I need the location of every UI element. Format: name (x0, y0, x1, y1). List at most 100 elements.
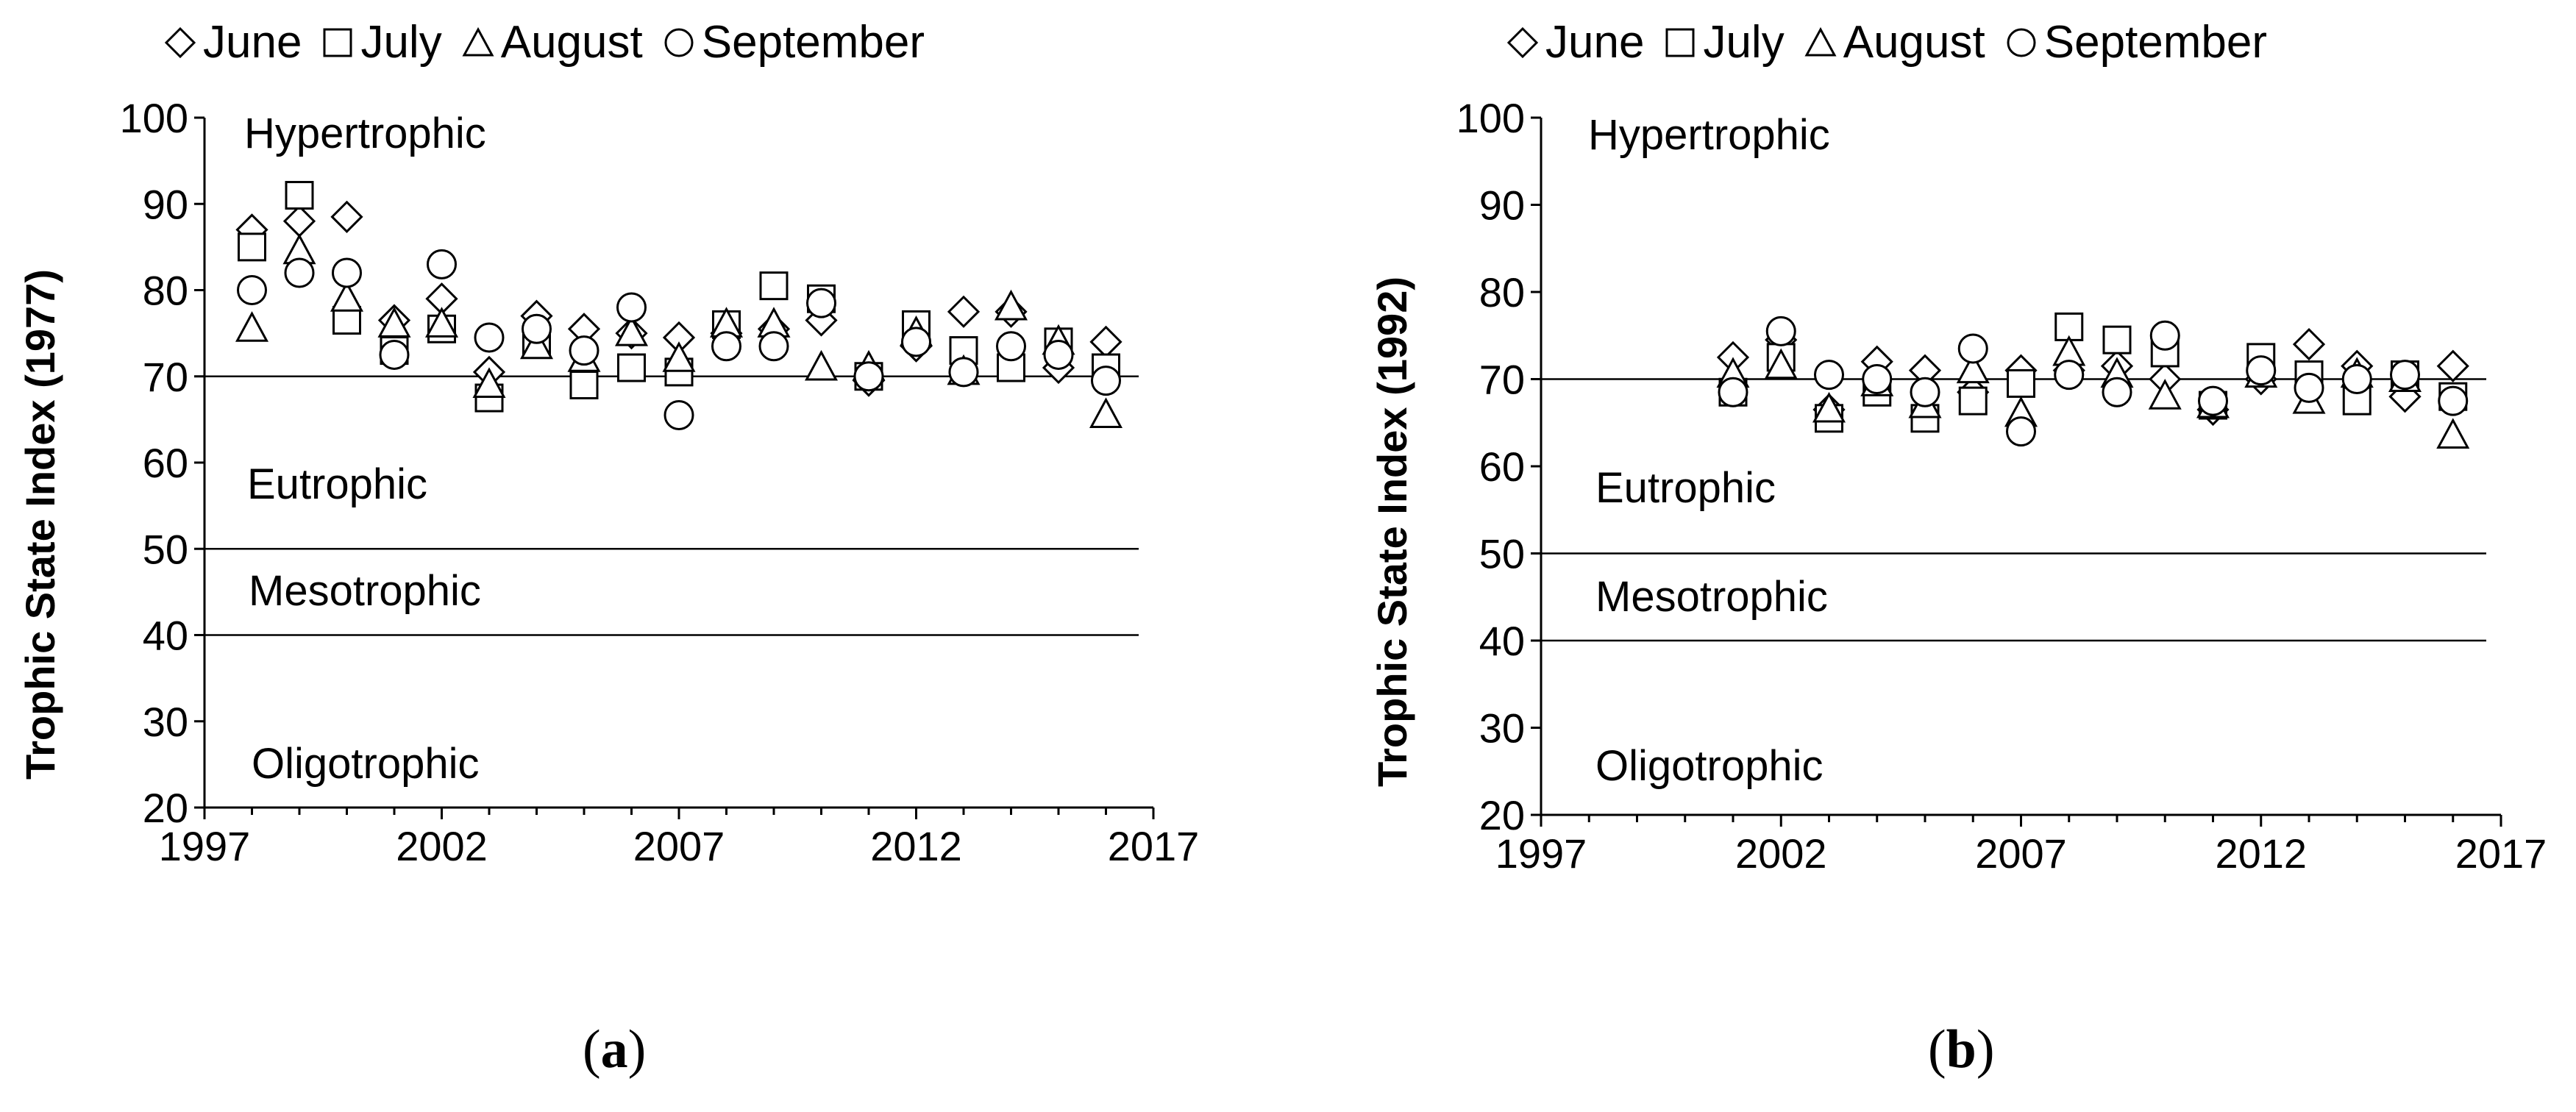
data-point-september (711, 331, 741, 362)
zone-mesotrophic: Mesotrophic (1595, 573, 1828, 621)
data-point-august (1764, 348, 1798, 379)
data-point-september (1862, 364, 1893, 394)
data-point-august (2436, 418, 2470, 449)
data-point-september (2054, 360, 2085, 391)
data-point-august (1812, 391, 1846, 423)
data-point-september (2198, 385, 2228, 416)
data-point-september (2246, 355, 2277, 386)
y-tick-label: 40 (1479, 618, 1525, 664)
data-point-september (379, 339, 410, 370)
data-point-june (330, 200, 363, 233)
data-point-september (853, 361, 884, 392)
data-point-september (237, 275, 267, 305)
data-point-september (901, 327, 931, 357)
y-tick-label: 70 (1479, 357, 1525, 403)
y-tick-label: 90 (1479, 182, 1525, 229)
data-point-july (759, 271, 789, 301)
zone-hypertrophic: Hypertrophic (244, 110, 486, 157)
diamond-icon (1506, 26, 1540, 60)
y-tick-label: 60 (1479, 443, 1525, 490)
legend-label: July (1703, 17, 1785, 68)
y-tick-label: 20 (1479, 792, 1525, 838)
data-point-september (948, 357, 979, 388)
y-tick-label: 70 (143, 354, 188, 400)
y-tick-label: 90 (143, 181, 188, 227)
y-tick-label: 30 (1479, 705, 1525, 752)
data-point-august (519, 328, 554, 360)
legend-label: September (2043, 17, 2268, 68)
legend-label: June (203, 17, 302, 68)
data-point-august (377, 307, 411, 338)
data-point-july (2102, 325, 2132, 354)
data-point-june (1089, 325, 1122, 358)
chart-panel-a: June July August September Trophic State… (17, 16, 1200, 1080)
data-point-september (1814, 360, 1844, 391)
data-point-june (2292, 327, 2326, 361)
data-point-august (804, 349, 839, 381)
y-tick-label: 40 (143, 613, 188, 659)
data-point-september (996, 331, 1026, 362)
data-point-august (994, 289, 1028, 321)
legend: June July August September (163, 16, 944, 68)
y-tick-label: 50 (143, 526, 188, 572)
data-point-september (616, 292, 647, 323)
data-point-september (427, 249, 457, 279)
legend-item-june: June (1506, 16, 1644, 68)
y-tick-label: 100 (1456, 95, 1525, 141)
data-point-july (617, 353, 646, 382)
data-point-june (2436, 349, 2469, 382)
data-point-june (282, 204, 316, 238)
data-point-august (424, 307, 459, 338)
data-point-september (663, 400, 694, 431)
data-point-august (662, 341, 696, 372)
y-tick-label: 60 (143, 440, 188, 486)
data-point-september (2341, 364, 2372, 394)
zone-eutrophic: Eutrophic (247, 460, 428, 508)
legend-item-july: July (321, 16, 442, 68)
legend-item-august: August (1804, 16, 1985, 68)
data-point-september (2438, 385, 2469, 416)
plot-area-b: 20 30 40 50 60 70 80 90 100 1997 2002 2007 2012 2017 (1456, 95, 2547, 877)
data-point-august (1956, 352, 1990, 384)
data-point-july (238, 232, 266, 262)
data-point-september (522, 313, 552, 344)
data-point-july (2007, 368, 2035, 398)
data-point-september (2006, 416, 2036, 447)
data-point-september (284, 257, 315, 288)
data-point-august (2148, 379, 2182, 410)
data-point-august (235, 311, 269, 342)
x-tick-label: 2002 (1735, 830, 1827, 877)
circle-icon (662, 26, 696, 60)
data-point-september (569, 335, 599, 366)
series-september (1718, 316, 2469, 447)
data-point-august (1089, 397, 1123, 429)
zone-oligotrophic: Oligotrophic (252, 740, 480, 788)
legend-label: August (500, 17, 643, 68)
data-point-september (1043, 339, 1074, 370)
zone-oligotrophic: Oligotrophic (1595, 742, 1824, 790)
data-point-august (330, 281, 364, 312)
legend-item-september: September (2004, 16, 2267, 68)
legend-item-july: July (1663, 16, 1785, 68)
data-point-august (472, 367, 506, 398)
x-tick-label: 2007 (1975, 830, 2067, 877)
y-tick-label: 80 (1479, 269, 1525, 316)
data-point-september (1091, 366, 1121, 396)
data-point-september (332, 257, 362, 288)
data-point-september (474, 322, 505, 353)
y-tick-label: 30 (143, 699, 188, 745)
diamond-icon (163, 26, 197, 60)
legend-label: August (1843, 17, 1985, 68)
data-point-september (758, 331, 789, 362)
series-september (237, 249, 1121, 431)
x-tick-label: 2002 (396, 823, 488, 869)
panel-caption: (a) (583, 1019, 647, 1080)
data-point-september (2294, 372, 2324, 403)
data-point-september (2390, 360, 2420, 391)
x-tick-label: 2017 (1108, 823, 1200, 869)
x-tick-label: 1997 (1495, 830, 1587, 877)
x-tick-label: 2012 (870, 823, 962, 869)
zone-eutrophic: Eutrophic (1595, 464, 1776, 512)
legend-label: September (701, 17, 925, 68)
data-point-july (569, 370, 599, 399)
